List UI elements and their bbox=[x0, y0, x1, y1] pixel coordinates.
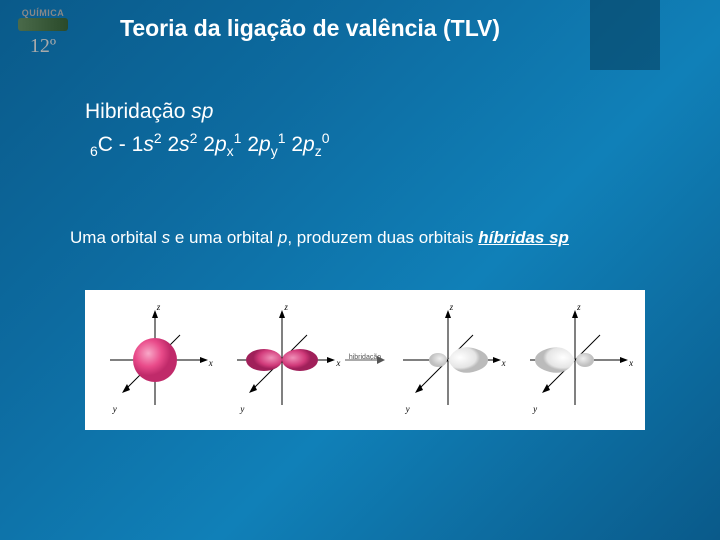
hybridization-label: Hibridação sp bbox=[85, 100, 213, 124]
logo-molecule-image bbox=[18, 18, 68, 31]
econfig-term: 2pz0 bbox=[291, 133, 329, 156]
econfig-term: 1s2 bbox=[132, 133, 162, 156]
statement-part: e uma orbital bbox=[170, 228, 278, 247]
econfig-term: 2s2 bbox=[167, 133, 197, 156]
axis-z-label: z bbox=[284, 302, 288, 312]
p-orbital-svg bbox=[222, 300, 342, 420]
econfig-dash: - bbox=[113, 133, 132, 156]
axis-x-label: x bbox=[629, 358, 633, 368]
subtitle-type: sp bbox=[191, 100, 213, 123]
logo-grade: 12º bbox=[30, 35, 56, 58]
statement-text: Uma orbital s e uma orbital p, produzem … bbox=[70, 228, 569, 248]
sp1-orbital-svg bbox=[388, 300, 508, 420]
sp2-orbital-svg bbox=[515, 300, 635, 420]
hybridization-arrow: hibridação bbox=[340, 300, 390, 420]
axis-y-label: y bbox=[113, 404, 117, 414]
axis-z-label: z bbox=[577, 302, 581, 312]
axis-z-label: z bbox=[450, 302, 454, 312]
axis-y-label: y bbox=[533, 404, 537, 414]
subtitle-prefix: Hibridação bbox=[85, 100, 191, 123]
orbital-panel-sp1: z x y bbox=[388, 300, 508, 420]
statement-hybrid-sp: híbridas sp bbox=[478, 228, 569, 247]
hybridization-label: hibridação bbox=[349, 354, 381, 361]
axis-y-label: y bbox=[406, 404, 410, 414]
statement-orbital-s: s bbox=[162, 228, 171, 247]
electron-configuration: 6C - 1s2 2s2 2px1 2py1 2pz0 bbox=[90, 130, 330, 159]
orbital-diagram-strip: z x y bbox=[85, 290, 645, 430]
statement-part: , produzem duas orbitais bbox=[287, 228, 478, 247]
axis-y-label: y bbox=[240, 404, 244, 414]
element-symbol: C bbox=[98, 133, 113, 156]
orbital-panel-p: z x y bbox=[222, 300, 342, 420]
orbital-panel-sp2: z x y bbox=[515, 300, 635, 420]
axis-x-label: x bbox=[502, 358, 506, 368]
statement-orbital-p: p bbox=[278, 228, 287, 247]
logo-quimica-text: QUÍMICA bbox=[22, 8, 65, 18]
slide-title: Teoria da ligação de valência (TLV) bbox=[120, 15, 500, 42]
logo: QUÍMICA 12º bbox=[8, 8, 78, 58]
axis-z-label: z bbox=[157, 302, 161, 312]
econfig-term: 2py1 bbox=[247, 133, 285, 156]
s-orbital-svg bbox=[95, 300, 215, 420]
axis-x-label: x bbox=[209, 358, 213, 368]
statement-part: Uma orbital bbox=[70, 228, 162, 247]
atomic-number: 6 bbox=[90, 143, 98, 159]
econfig-term: 2px1 bbox=[203, 133, 241, 156]
accent-square bbox=[590, 0, 660, 70]
orbital-panel-s: z x y bbox=[95, 300, 215, 420]
